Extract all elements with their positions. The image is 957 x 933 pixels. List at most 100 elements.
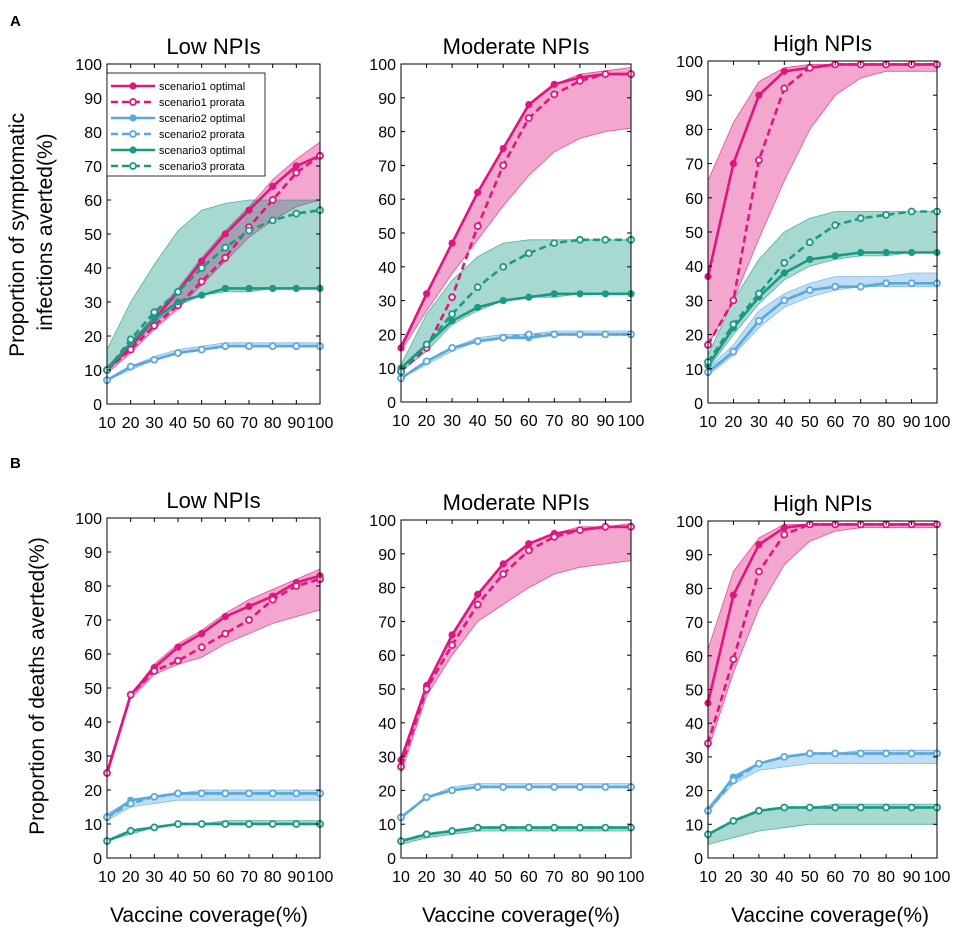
point-scenario2-prorata: [755, 316, 763, 325]
point-scenario3-prorata: [245, 820, 253, 828]
point-scenario1-optimal: [780, 67, 788, 75]
y-tick-label: 30: [685, 750, 703, 767]
point-scenario2-prorata: [601, 330, 610, 339]
line-scenario1-prorata: [400, 72, 631, 373]
x-tick-label: 80: [264, 415, 282, 432]
x-tick-label: 50: [801, 414, 819, 431]
panel-title: High NPIs: [773, 491, 872, 516]
x-tick-label: 70: [240, 869, 258, 886]
x-tick-label: 10: [392, 869, 410, 886]
ylabel-row-a-line-2: infections averted(%): [34, 133, 57, 330]
point-scenario2-prorata: [780, 296, 789, 305]
line-scenario1-prorata: [706, 523, 937, 744]
point-scenario3-optimal: [550, 290, 558, 298]
y-tick-label: 80: [685, 122, 703, 139]
y-tick-label: 80: [84, 125, 102, 142]
point-scenario3-prorata: [805, 803, 814, 812]
point-scenario2-prorata: [268, 789, 277, 798]
point-scenario2-prorata: [499, 783, 508, 791]
point-scenario3-prorata: [907, 207, 916, 216]
line-scenario3-optimal: [400, 292, 631, 370]
point-scenario2-prorata: [907, 279, 916, 288]
point-scenario2-prorata: [805, 286, 814, 295]
y-tick-label: 20: [84, 329, 102, 346]
point-scenario1-optimal: [448, 239, 456, 247]
point-scenario2-prorata: [499, 333, 508, 342]
x-tick-label: 40: [775, 414, 793, 431]
y-tick-label: 70: [378, 614, 396, 631]
x-tick-label: 100: [618, 869, 645, 886]
point-scenario1-prorata: [422, 685, 431, 693]
y-tick-label: 80: [84, 579, 102, 596]
x-tick-label: 70: [545, 869, 563, 886]
point-scenario2-prorata: [755, 759, 763, 768]
point-scenario3-prorata: [729, 817, 738, 825]
x-tick-label: 100: [618, 413, 645, 430]
point-scenario1-prorata: [755, 567, 763, 576]
point-scenario2-prorata: [268, 342, 277, 351]
line-scenario3-optimal: [106, 822, 320, 843]
point-scenario2-prorata: [174, 789, 182, 798]
point-scenario3-prorata: [550, 823, 559, 832]
legend: scenario1 optimal scenario1 prorata scenar…: [106, 72, 266, 177]
point-scenario1-optimal: [729, 160, 738, 168]
point-scenario3-optimal: [292, 284, 300, 292]
y-tick-label: 60: [685, 649, 703, 666]
y-tick-label: 70: [685, 615, 703, 632]
line-scenario3-prorata: [105, 208, 321, 371]
point-scenario1-optimal: [550, 80, 558, 88]
point-scenario3-optimal: [448, 317, 456, 325]
point-scenario3-prorata: [292, 209, 301, 218]
line-scenario2-prorata: [106, 792, 320, 819]
panel-title: Low NPIs: [166, 488, 260, 513]
point-scenario2-prorata: [422, 793, 431, 802]
x-tick-label: 70: [545, 413, 563, 430]
line-scenario3-prorata: [400, 826, 631, 843]
y-tick-label: 40: [685, 259, 703, 276]
legend-marker-scenario1-prorata: [129, 98, 137, 106]
line-scenario3-optimal: [106, 287, 320, 371]
point-scenario3-prorata: [805, 238, 814, 247]
y-tick-label: 40: [84, 715, 102, 732]
line-scenario3-prorata: [106, 822, 320, 843]
x-tick-label: 60: [826, 414, 844, 431]
point-scenario3-prorata: [882, 803, 890, 812]
x-tick-label: 10: [98, 415, 116, 432]
x-tick-label: 90: [597, 869, 615, 886]
line-scenario2-prorata: [707, 281, 937, 374]
point-scenario2-prorata: [245, 789, 253, 798]
point-scenario2-prorata: [126, 799, 135, 808]
point-scenario2-prorata: [729, 776, 738, 785]
point-scenario1-prorata: [448, 641, 457, 649]
y-tick-label: 50: [378, 226, 396, 243]
point-scenario3-prorata: [268, 820, 277, 828]
point-scenario2-prorata: [524, 783, 533, 791]
x-tick-label: 40: [169, 415, 187, 432]
point-scenario3-prorata: [729, 320, 738, 329]
point-scenario1-prorata: [268, 595, 277, 604]
legend-marker-scenario3-prorata: [129, 162, 137, 170]
point-scenario1-optimal: [755, 91, 763, 99]
point-scenario3-optimal: [174, 298, 182, 306]
point-scenario2-prorata: [805, 749, 814, 758]
point-scenario3-optimal: [150, 315, 158, 323]
point-scenario2-prorata: [150, 355, 159, 364]
point-scenario3-optimal: [245, 284, 253, 292]
y-tick-label: 70: [685, 157, 703, 174]
x-tick-label: 10: [392, 413, 410, 430]
point-scenario1-prorata: [601, 522, 610, 531]
legend-label-scenario1-optimal: scenario1 optimal: [159, 81, 245, 93]
point-scenario1-optimal: [245, 206, 253, 214]
legend-marker-scenario3-optimal: [129, 146, 137, 154]
point-scenario3-prorata: [601, 823, 610, 832]
line-scenario2-prorata: [400, 785, 631, 819]
point-scenario2-prorata: [245, 342, 253, 351]
point-scenario1-optimal: [221, 230, 229, 238]
x-tick-label: 60: [216, 869, 234, 886]
point-scenario1-prorata: [268, 196, 277, 204]
point-scenario1-optimal: [198, 257, 206, 265]
y-tick-label: 70: [84, 613, 102, 630]
y-tick-label: 0: [93, 851, 102, 868]
x-tick-label: 70: [240, 415, 258, 432]
